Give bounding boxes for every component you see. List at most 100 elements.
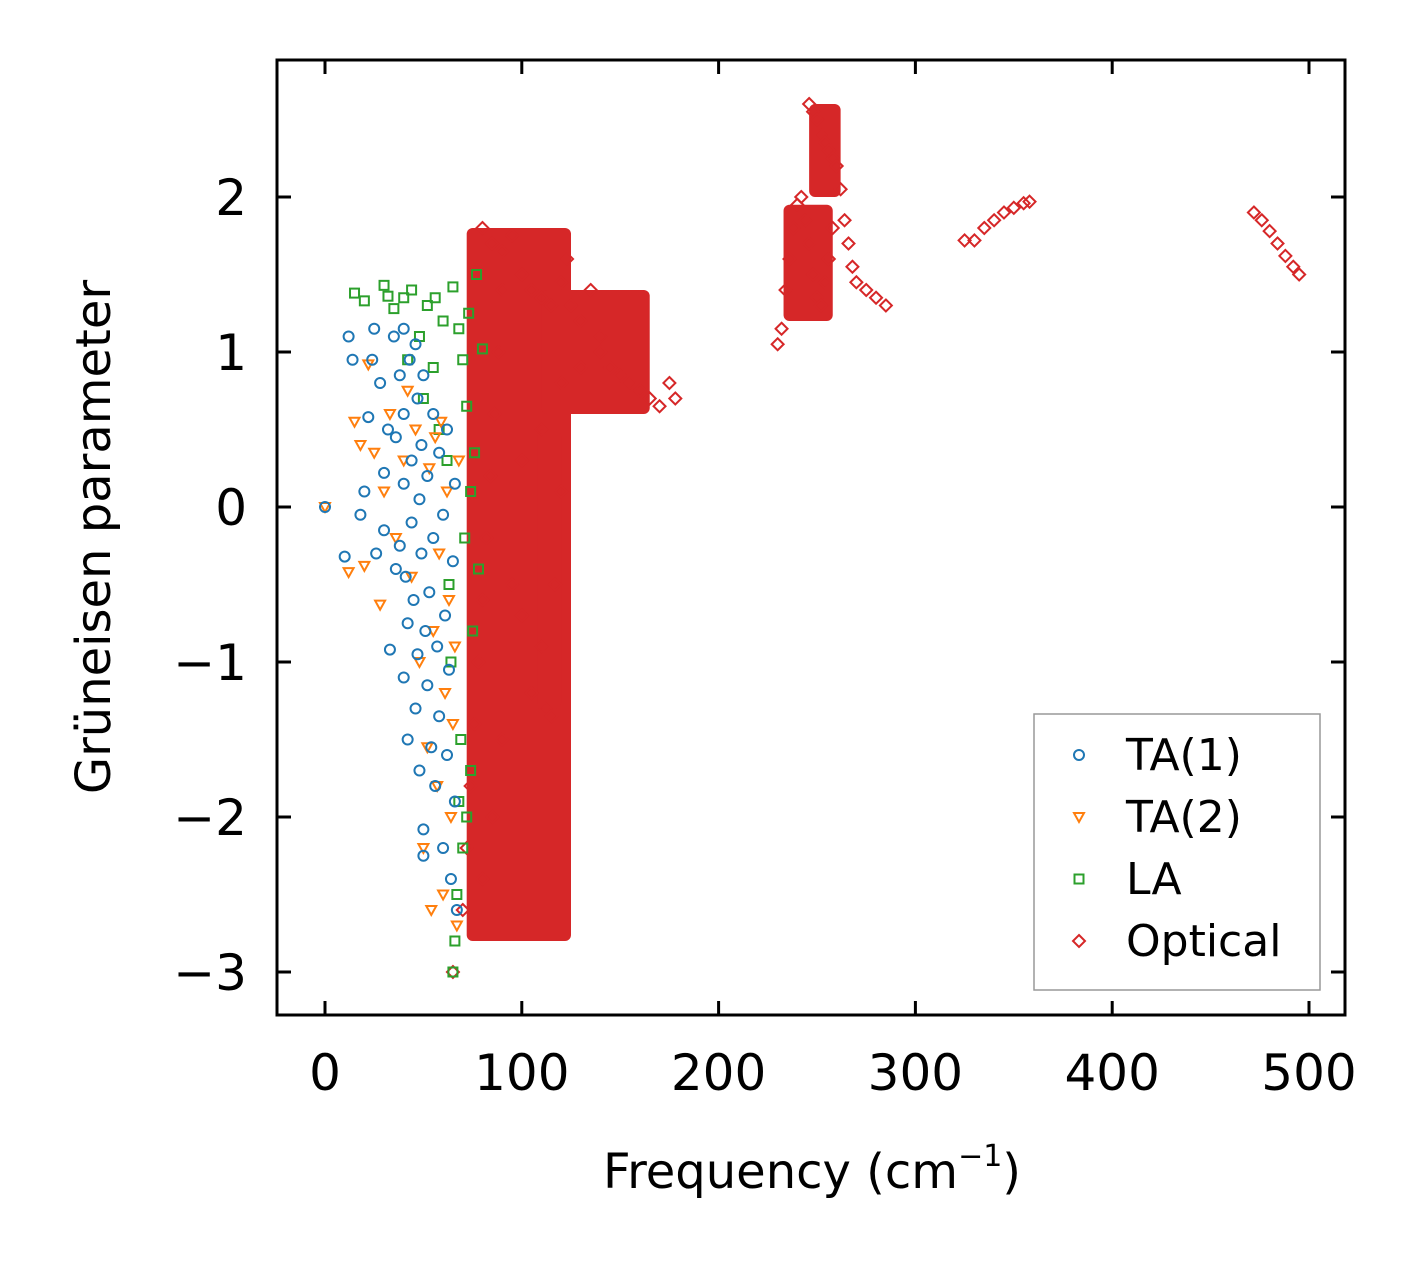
point-ta2-31 [448,641,462,654]
point-optical-95 [1291,267,1307,282]
data-marks [318,96,1307,980]
point-optical-23 [573,313,589,329]
point-ta1-32 [409,702,422,715]
point-optical-92 [1270,236,1285,251]
point-ta1-26 [401,733,414,746]
point-optical-1 [455,902,471,918]
plot-frame [275,58,1347,1017]
point-optical-49 [593,344,608,360]
optical-band-4 [783,204,833,321]
point-ta1-30 [407,594,420,606]
point-optical-31 [652,398,667,414]
legend: TA(1) TA(2) LA Optical [1033,713,1321,991]
point-optical-9 [486,406,502,422]
point-optical-24 [583,282,599,298]
axis-ticks: 0 100 200 300 400 500 −3 −2 −1 0 1 2 [173,60,1357,1102]
point-optical-4 [467,716,482,732]
point-optical-18 [534,290,549,306]
point-ta1-51 [433,446,446,459]
point-optical-85 [996,205,1012,220]
point-la-29 [461,811,473,823]
point-ta2-29 [444,812,458,825]
point-ta1-60 [446,555,459,568]
point-ta1-2 [342,330,355,343]
optical-band-5 [809,104,841,197]
point-ta2-4 [357,560,372,573]
point-optical-79 [868,290,884,306]
point-la-26 [457,842,469,854]
point-ta1-23 [397,671,410,684]
point-ta1-1 [338,550,351,563]
point-ta2-28 [442,595,456,608]
point-optical-3 [463,778,479,794]
point-optical-29 [632,383,648,399]
point-la-10 [421,300,433,311]
point-optical-37 [534,639,549,654]
point-optical-27 [612,367,628,383]
point-ta2-7 [373,599,387,612]
point-optical-20 [553,274,569,290]
point-la-33 [467,625,479,637]
point-ta1-13 [381,423,394,436]
point-ta1-56 [441,423,454,436]
point-optical-72 [829,158,845,174]
point-optical-51 [774,321,789,337]
point-ta2-14 [408,424,423,437]
point-optical-32 [661,375,677,391]
point-ta2-32 [450,920,464,933]
point-la-18 [447,281,459,293]
point-optical-13 [484,236,500,251]
legend-marker-ta2 [1072,812,1086,825]
point-ta1-20 [397,322,410,335]
point-ta2-33 [452,455,466,468]
point-optical-11 [494,282,510,298]
point-la-17 [445,656,457,668]
point-la-32 [465,765,477,776]
point-ta1-12 [378,524,391,537]
point-optical-17 [524,282,540,298]
point-ta1-0 [319,501,331,513]
point-ta1-62 [448,795,461,808]
point-optical-58 [801,236,817,251]
point-ta1-3 [346,353,359,366]
point-optical-56 [793,189,809,205]
point-la-25 [457,354,469,366]
point-ta1-25 [401,617,414,630]
point-optical-64 [825,220,841,236]
point-la-9 [417,393,429,404]
legend-label-ta1: TA(1) [1125,730,1242,781]
point-la-15 [441,455,453,466]
point-ta1-28 [405,454,418,467]
point-ta1-43 [421,679,434,692]
point-la-21 [451,889,463,900]
point-ta1-42 [419,625,432,637]
point-ta1-6 [362,411,375,424]
point-optical-86 [1006,200,1022,216]
point-ta1-39 [417,823,430,836]
point-optical-93 [1277,248,1293,264]
point-ta1-40 [417,849,430,862]
point-ta1-50 [431,640,444,653]
point-ta1-8 [368,322,381,335]
point-ta1-44 [421,470,434,482]
x-tick-label-2: 200 [671,1044,766,1102]
x-tick-label-3: 300 [868,1044,963,1102]
point-optical-5 [471,654,486,670]
point-optical-22 [563,298,579,313]
point-optical-48 [573,360,589,375]
point-ta1-16 [389,431,402,444]
point-ta1-46 [425,741,438,754]
y-tick-label-0: −3 [173,944,247,1002]
point-ta1-36 [413,764,426,777]
x-tick-label-1: 100 [474,1044,569,1102]
x-axis-label: Frequency (cm−1) [603,1139,1021,1200]
x-axis-label-main: Frequency (cm [603,1144,958,1200]
point-ta1-33 [411,392,424,405]
y-axis-label: Grüneisen parameter [66,280,122,795]
point-optical-45 [514,453,530,468]
point-optical-19 [543,298,559,313]
point-ta2-10 [389,533,403,546]
point-ta1-9 [370,547,383,560]
point-la-31 [465,486,477,497]
point-optical-87 [1016,195,1032,211]
